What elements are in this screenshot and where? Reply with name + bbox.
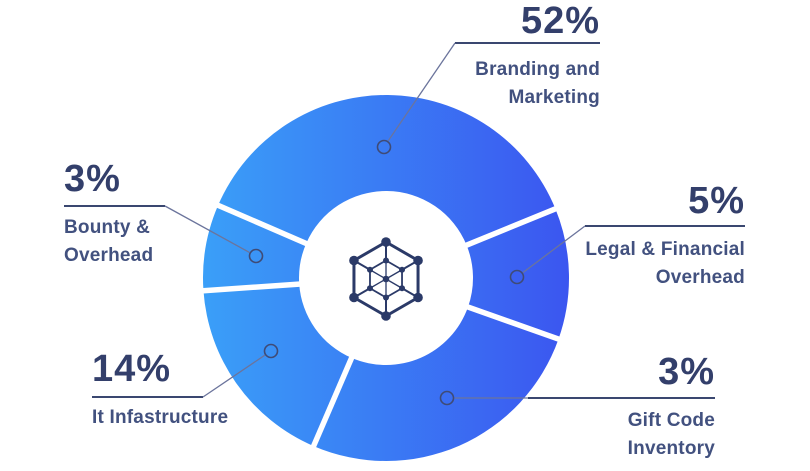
segment-gap xyxy=(460,302,568,345)
segment-gap xyxy=(459,202,565,251)
callout-label-bounty-overhead: 3% Bounty & Overhead xyxy=(64,159,153,270)
segment-name: Bounty & Overhead xyxy=(64,217,154,266)
callout-dot-legal-financial-overhead xyxy=(509,269,525,285)
callout-dot-gift-code-inventory xyxy=(439,390,455,406)
segment-name: Legal & Financial Overhead xyxy=(585,239,745,288)
segment-name: Branding and Marketing xyxy=(475,59,600,108)
callout-label-branding-and-marketing: 52% Branding and Marketing xyxy=(475,1,600,112)
donut-segment-it-infastructure xyxy=(203,284,352,447)
callout-line-legal-financial-overhead xyxy=(522,225,586,274)
callout-line-bounty-overhead xyxy=(164,205,250,253)
donut-segment-gift-code-inventory xyxy=(313,307,559,461)
donut-segment-bounty-overhead xyxy=(203,205,307,291)
segment-gap xyxy=(208,199,314,249)
callout-line-branding-and-marketing xyxy=(387,42,456,142)
segment-percentage: 3% xyxy=(658,351,715,393)
segment-name: It Infastructure xyxy=(92,407,229,428)
callout-dot-bounty-overhead xyxy=(248,248,264,264)
callout-label-it-infastructure: 14% It Infastructure xyxy=(92,349,228,432)
segment-percentage: 52% xyxy=(520,0,600,42)
callout-dot-branding-and-marketing xyxy=(376,139,392,155)
segment-percentage: 3% xyxy=(64,158,121,200)
segment-gap xyxy=(194,280,307,295)
callout-label-gift-code-inventory: 3% Gift Code Inventory xyxy=(628,352,715,463)
donut-segment-branding-and-marketing xyxy=(218,95,556,246)
segment-percentage: 5% xyxy=(688,180,745,222)
callout-label-legal-financial-overhead: 5% Legal & Financial Overhead xyxy=(585,181,745,292)
callout-line-it-infastructure xyxy=(202,354,266,398)
segment-gap xyxy=(307,350,357,456)
segment-percentage: 14% xyxy=(92,348,172,390)
segment-name: Gift Code Inventory xyxy=(627,410,715,459)
network-cube-icon xyxy=(349,237,423,321)
callout-dot-it-infastructure xyxy=(263,343,279,359)
donut-segment-legal-financial-overhead xyxy=(466,208,569,340)
